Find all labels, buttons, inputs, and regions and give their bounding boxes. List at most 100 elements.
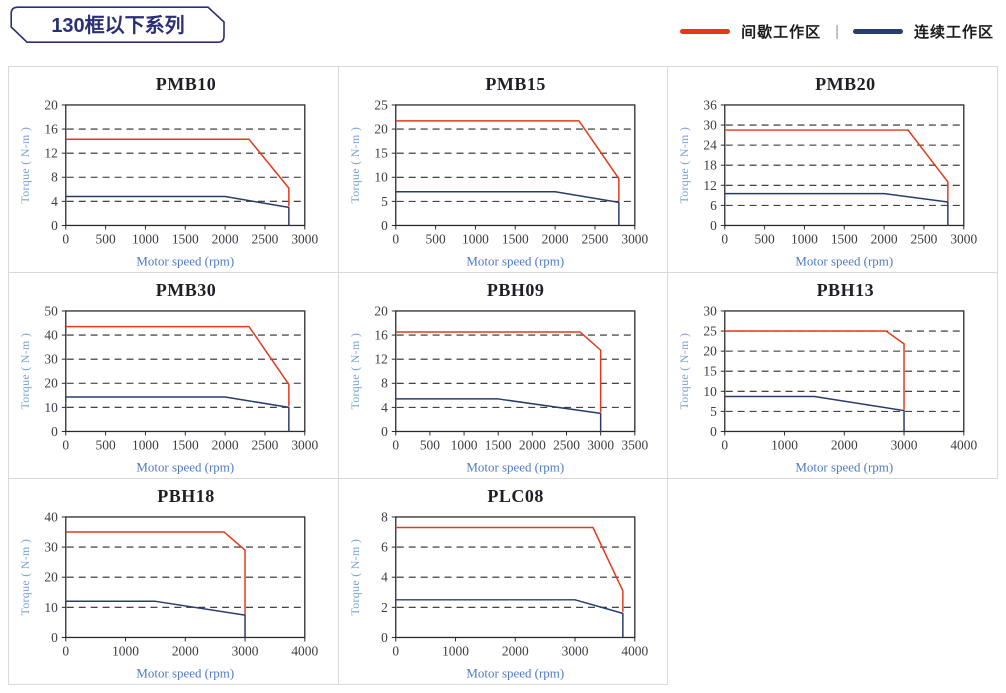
y-tick-label: 10: [374, 170, 388, 185]
y-tick-label: 8: [381, 376, 388, 391]
charts-grid: PMB10 0 4 8 12 16 20 0 500 1000 1500 2000 2500 3000 Mo…: [8, 66, 998, 685]
continuous-curve: [65, 600, 246, 638]
y-tick-label: 0: [381, 630, 388, 645]
x-tick-label: 4000: [951, 437, 978, 452]
y-tick-label: 40: [44, 328, 58, 343]
y-tick-label: 12: [44, 146, 57, 161]
y-tick-label: 24: [704, 138, 718, 153]
y-tick-label: 6: [710, 198, 717, 213]
x-tick-label: 3000: [232, 643, 259, 658]
x-tick-label: 1000: [462, 231, 489, 246]
y-tick-label: 25: [704, 324, 718, 339]
x-tick-label: 0: [62, 231, 69, 246]
x-tick-label: 3000: [291, 231, 318, 246]
x-tick-label: 1500: [502, 231, 529, 246]
x-tick-label: 2000: [502, 643, 529, 658]
chart-cell-pmb15: PMB15 0 5 10 15 20 25 0 500 1000 1500 2000 2500 3000 M…: [338, 67, 669, 273]
intermittent-curve: [395, 526, 624, 612]
x-axis-label: Motor speed (rpm): [136, 665, 234, 680]
y-tick-label: 20: [44, 376, 58, 391]
legend-line-continuous: [852, 29, 903, 34]
intermittent-curve: [65, 531, 246, 615]
chart-canvas: 0 10 20 30 40 0 1000 2000 3000 4000 Motor speed (r…: [18, 509, 319, 680]
x-axis-label: Motor speed (rpm): [136, 459, 234, 474]
x-tick-label: 2500: [911, 231, 938, 246]
x-tick-label: 0: [722, 231, 729, 246]
x-tick-label: 1000: [132, 437, 159, 452]
y-tick-label: 15: [374, 146, 388, 161]
y-axis-label: Torque ( N-m ): [677, 333, 691, 410]
y-tick-label: 4: [51, 194, 58, 209]
x-tick-label: 1000: [450, 437, 477, 452]
x-tick-label: 1500: [172, 437, 199, 452]
chart-cell-pbh13: PBH13 0 5 10 15 20 25 30 0 1000 2000 3000 4000 Motor …: [668, 273, 998, 479]
y-tick-label: 0: [710, 218, 717, 233]
x-tick-label: 2500: [581, 231, 608, 246]
y-tick-label: 20: [44, 97, 58, 112]
empty-cell: [668, 479, 998, 685]
intermittent-curve: [725, 129, 949, 202]
x-axis-label: Motor speed (rpm): [136, 253, 234, 268]
y-tick-label: 4: [381, 570, 388, 585]
y-tick-label: 0: [51, 630, 58, 645]
x-tick-label: 1000: [442, 643, 469, 658]
y-axis-label: Torque ( N-m ): [18, 333, 32, 410]
y-tick-label: 30: [44, 352, 58, 367]
chart-title: PMB10: [155, 74, 217, 94]
y-tick-label: 10: [704, 384, 718, 399]
legend-label-continuous: 连续工作区: [913, 24, 994, 41]
x-tick-label: 500: [425, 231, 445, 246]
y-tick-label: 0: [51, 218, 58, 233]
x-tick-label: 4000: [621, 643, 648, 658]
x-axis-label: Motor speed (rpm): [796, 253, 894, 268]
x-tick-label: 1500: [484, 437, 511, 452]
chart-cell-pbh18: PBH18 0 10 20 30 40 0 1000 2000 3000 4000 Motor spe…: [9, 479, 339, 685]
y-tick-label: 0: [381, 424, 388, 439]
chart-cell-pmb20: PMB20 0 6 12 18 24 30 36 0 500 1000 1500 2000 2500 300…: [668, 67, 998, 273]
y-tick-label: 10: [44, 600, 58, 615]
continuous-curve: [725, 192, 949, 226]
y-tick-label: 18: [704, 158, 718, 173]
y-axis-label: Torque ( N-m ): [18, 539, 32, 616]
x-tick-label: 2000: [172, 643, 199, 658]
x-tick-label: 2000: [541, 231, 568, 246]
y-tick-label: 0: [51, 424, 58, 439]
series-title: 130框以下系列: [51, 13, 184, 37]
x-tick-label: 3000: [291, 437, 318, 452]
intermittent-curve: [65, 325, 290, 407]
y-tick-label: 12: [374, 352, 387, 367]
chart-title: PMB30: [155, 280, 217, 300]
plot-border: [724, 310, 965, 433]
x-tick-label: 1000: [112, 643, 139, 658]
x-tick-label: 1500: [831, 231, 858, 246]
x-tick-label: 3500: [621, 437, 648, 452]
x-tick-label: 0: [392, 437, 399, 452]
series-badge: 130框以下系列: [10, 6, 225, 43]
x-axis-label: Motor speed (rpm): [466, 253, 564, 268]
intermittent-curve: [65, 138, 290, 207]
y-tick-label: 16: [374, 328, 388, 343]
x-tick-label: 1000: [791, 231, 818, 246]
continuous-curve: [725, 395, 906, 432]
chart-title: PBH13: [816, 280, 875, 300]
x-tick-label: 2000: [519, 437, 546, 452]
chart-title: PMB15: [485, 74, 546, 94]
x-tick-label: 2000: [871, 231, 898, 246]
x-tick-label: 2000: [212, 437, 239, 452]
x-tick-label: 2500: [553, 437, 580, 452]
y-tick-label: 0: [381, 218, 388, 233]
y-axis-label: Torque ( N-m ): [677, 127, 691, 204]
y-tick-label: 30: [704, 118, 718, 133]
x-tick-label: 2000: [831, 437, 858, 452]
chart-title: PLC08: [487, 486, 544, 506]
plot-border: [65, 516, 306, 639]
legend: 间歇工作区 | 连续工作区: [680, 21, 994, 42]
chart-cell-pbh09: PBH09 0 4 8 12 16 20 0 500 1000 1500 2000 2500 3000 35…: [338, 273, 669, 479]
chart-cell-pmb30: PMB30 0 10 20 30 40 50 0 500 1000 1500 2000 2500 3000…: [9, 273, 339, 479]
y-tick-label: 30: [44, 540, 58, 555]
y-tick-label: 20: [374, 122, 388, 137]
x-tick-label: 3000: [951, 231, 978, 246]
y-tick-label: 20: [374, 303, 388, 318]
continuous-curve: [65, 396, 290, 432]
y-tick-label: 16: [44, 122, 58, 137]
